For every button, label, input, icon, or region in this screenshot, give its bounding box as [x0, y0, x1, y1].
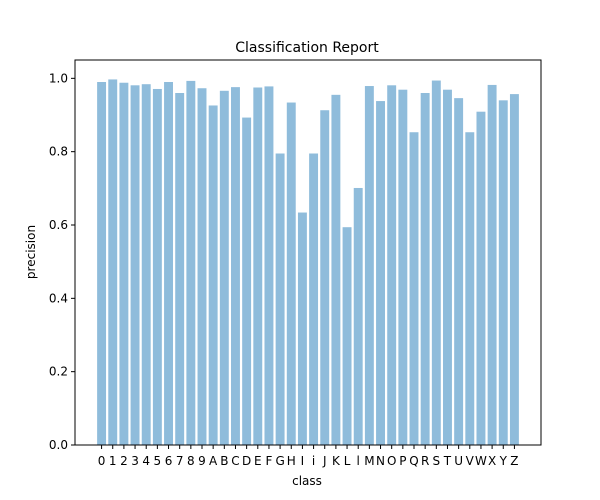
x-tick-label: G: [275, 454, 284, 468]
x-tick-label: A: [209, 454, 218, 468]
bar-9: [197, 88, 207, 445]
x-tick-label: U: [454, 454, 463, 468]
x-tick-label: S: [433, 454, 441, 468]
bar-6: [164, 82, 173, 445]
bar-1: [108, 79, 118, 445]
bar-A: [208, 105, 218, 445]
y-tick-label: 0.0: [49, 438, 68, 452]
x-tick-label: C: [231, 454, 239, 468]
bar-X: [487, 84, 497, 445]
x-tick-label: Q: [409, 454, 418, 468]
x-tick-label: F: [265, 454, 272, 468]
x-tick-label: l: [357, 454, 360, 468]
x-tick-label: V: [466, 454, 475, 468]
x-tick-label: 8: [187, 454, 195, 468]
bar-C: [231, 87, 240, 445]
x-tick-label: L: [344, 454, 351, 468]
y-tick-label: 0.4: [49, 291, 68, 305]
x-tick-label: X: [488, 454, 496, 468]
bar-N: [376, 101, 385, 446]
x-tick-label: H: [287, 454, 296, 468]
x-tick-label: P: [399, 454, 406, 468]
bar-P: [398, 89, 408, 445]
y-tick-label: 1.0: [49, 71, 68, 85]
x-tick-label: I: [301, 454, 305, 468]
x-tick-label: D: [242, 454, 251, 468]
x-tick-label: 3: [131, 454, 139, 468]
bar-i: [309, 153, 319, 445]
bar-B: [219, 90, 229, 446]
x-tick-label: 5: [154, 454, 162, 468]
x-tick-label: T: [443, 454, 452, 468]
y-axis: 0.0 0.2 0.4 0.6 0.8 1.0: [49, 71, 75, 452]
x-tick-label: W: [475, 454, 487, 468]
bar-8: [186, 80, 196, 446]
x-tick-label: 1: [109, 454, 117, 468]
bar-l: [353, 187, 363, 445]
x-tick-label: 7: [176, 454, 184, 468]
y-axis-label: precision: [24, 225, 38, 279]
bar-Q: [409, 132, 419, 445]
bars: [97, 79, 519, 446]
x-tick-label: R: [421, 454, 429, 468]
bar-J: [320, 110, 330, 445]
x-tick-label: N: [376, 454, 385, 468]
bar-L: [342, 227, 352, 445]
bar-V: [465, 132, 475, 445]
bar-Y: [498, 100, 508, 445]
x-tick-label: B: [220, 454, 228, 468]
x-axis-label: class: [292, 474, 322, 488]
x-tick-label: 4: [142, 454, 150, 468]
x-tick-label: K: [332, 454, 341, 468]
x-tick-label: 2: [120, 454, 128, 468]
bar-W: [476, 111, 486, 445]
bar-5: [152, 88, 162, 445]
x-tick-label: J: [322, 454, 327, 468]
x-tick-label: Z: [510, 454, 518, 468]
x-tick-label: Y: [499, 454, 508, 468]
x-tick-label: i: [312, 454, 315, 468]
x-tick-label: M: [364, 454, 374, 468]
bar-T: [443, 89, 452, 445]
bar-I: [297, 212, 307, 445]
y-tick-label: 0.8: [49, 145, 68, 159]
plot-frame: [74, 59, 542, 446]
x-tick-label: 6: [165, 454, 173, 468]
y-tick-label: 0.6: [49, 218, 68, 232]
x-tick-label: 0: [98, 454, 106, 468]
y-tick-label: 0.2: [49, 365, 68, 379]
bar-7: [175, 93, 185, 445]
bar-M: [364, 86, 374, 446]
bar-3: [130, 85, 140, 446]
bar-O: [387, 85, 397, 446]
bar-H: [286, 102, 296, 446]
bar-S: [431, 80, 441, 446]
x-tick-label: 9: [198, 454, 206, 468]
bar-G: [275, 153, 285, 445]
bar-4: [141, 84, 151, 445]
bar-R: [420, 93, 430, 445]
bar-E: [253, 87, 263, 445]
bar-Z: [509, 94, 519, 445]
bar-2: [119, 82, 129, 445]
x-tick-label: E: [254, 454, 262, 468]
chart-title: Classification Report: [235, 40, 379, 56]
bar-F: [264, 86, 274, 446]
x-tick-label: O: [387, 454, 396, 468]
bar-K: [331, 94, 341, 445]
bar-U: [454, 98, 464, 445]
bar-0: [97, 82, 107, 445]
bar-D: [242, 117, 252, 446]
